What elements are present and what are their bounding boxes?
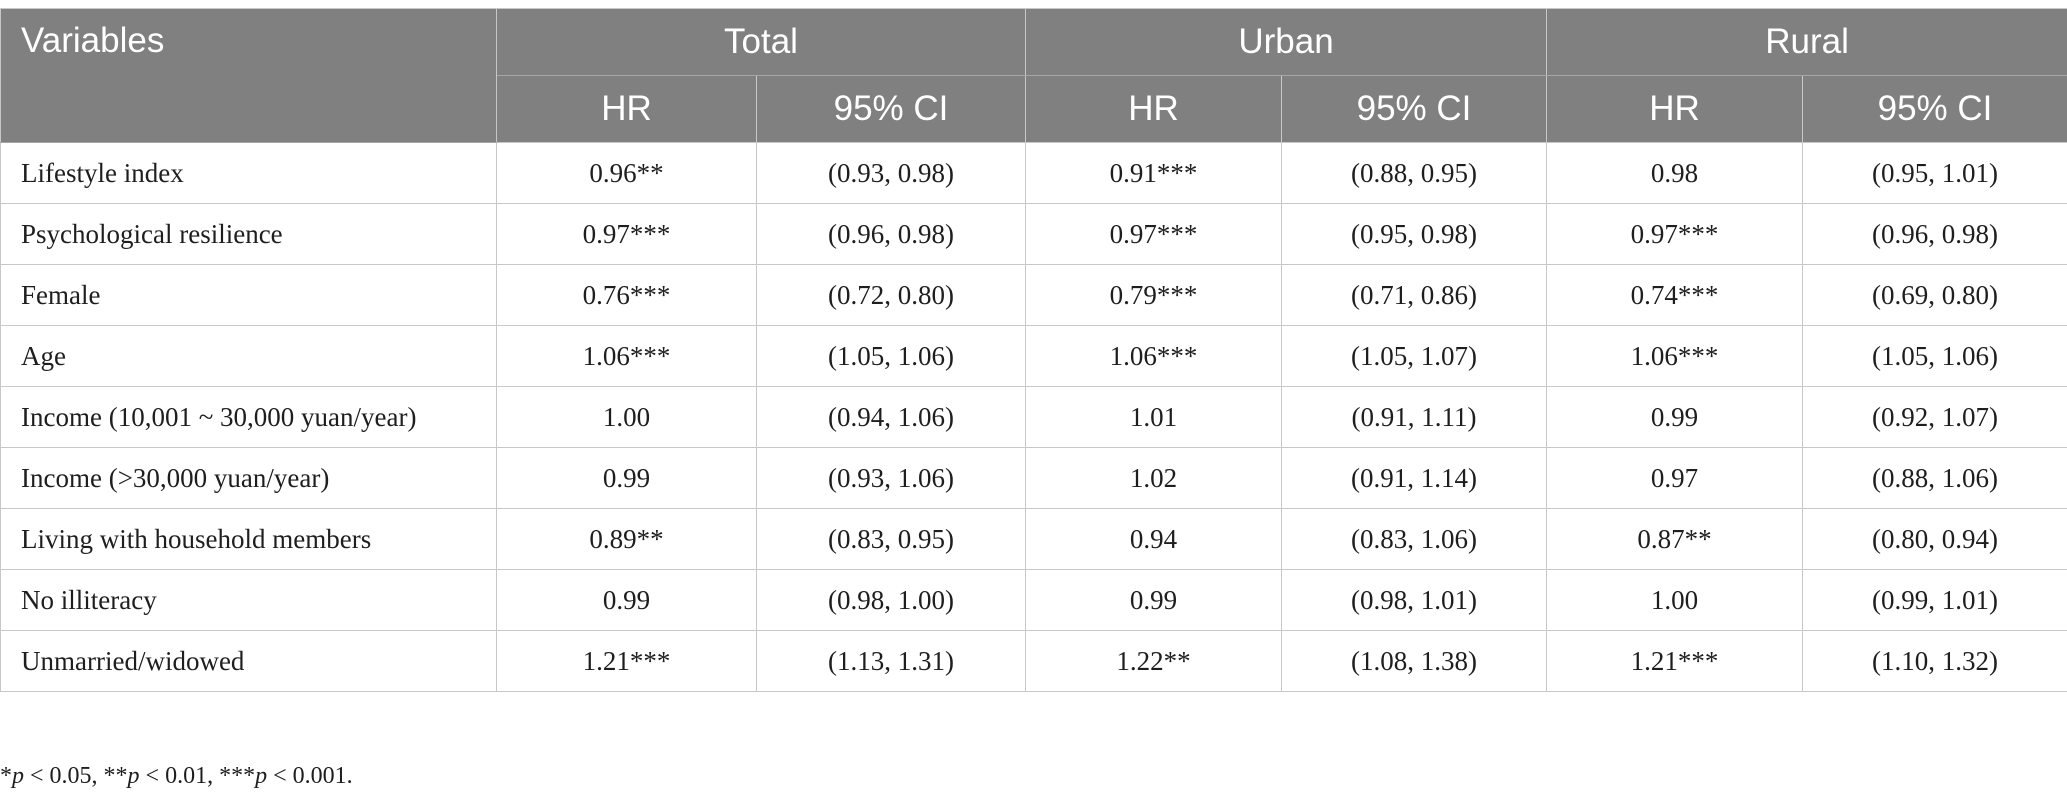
rural-ci-cell: (1.05, 1.06) xyxy=(1802,325,2067,387)
rural-hr-cell: 0.98 xyxy=(1546,142,1804,204)
table-header: Variables Total Urban Rural HR 95% CI HR… xyxy=(0,8,2067,143)
rural-ci-cell: (0.88, 1.06) xyxy=(1802,447,2067,509)
footnote-p: p xyxy=(12,763,24,789)
rural-hr-cell: 0.99 xyxy=(1546,386,1804,448)
variable-label: Age xyxy=(0,325,497,387)
urban-ci-cell: (0.83, 1.06) xyxy=(1280,508,1548,570)
urban-hr-cell: 0.91*** xyxy=(1025,142,1282,204)
total-hr-cell: 0.76*** xyxy=(496,264,757,326)
urban-ci-cell: (0.91, 1.14) xyxy=(1280,447,1548,509)
urban-hr-cell: 0.99 xyxy=(1025,569,1282,631)
hazard-ratio-table: Variables Total Urban Rural HR 95% CI HR… xyxy=(0,8,2067,692)
urban-hr-cell: 1.02 xyxy=(1025,447,1282,509)
total-ci-cell: (0.83, 0.95) xyxy=(756,508,1026,570)
group-header-urban: Urban xyxy=(1024,8,1548,76)
urban-ci-cell: (0.95, 0.98) xyxy=(1280,203,1548,265)
urban-hr-cell: 1.06*** xyxy=(1025,325,1282,387)
total-hr-cell: 1.06*** xyxy=(496,325,757,387)
urban-hr-cell: 0.97*** xyxy=(1025,203,1282,265)
table-row: Psychological resilience 0.97*** (0.96, … xyxy=(0,203,2067,265)
total-ci-cell: (0.93, 1.06) xyxy=(756,447,1026,509)
table-row: Female 0.76*** (0.72, 0.80) 0.79*** (0.7… xyxy=(0,264,2067,326)
rural-hr-header: HR xyxy=(1546,75,1804,143)
total-ci-cell: (0.98, 1.00) xyxy=(756,569,1026,631)
header-row-groups: Variables Total Urban Rural xyxy=(0,8,2067,143)
variable-label: Unmarried/widowed xyxy=(0,630,497,692)
total-hr-cell: 0.97*** xyxy=(496,203,757,265)
urban-ci-cell: (1.05, 1.07) xyxy=(1280,325,1548,387)
rural-hr-cell: 0.87** xyxy=(1546,508,1804,570)
urban-hr-header: HR xyxy=(1025,75,1282,143)
footnote-stars: ** xyxy=(103,763,128,789)
variable-label: Living with household members xyxy=(0,508,497,570)
total-ci-cell: (0.93, 0.98) xyxy=(756,142,1026,204)
rural-ci-cell: (0.95, 1.01) xyxy=(1802,142,2067,204)
footnote-p: p xyxy=(255,763,268,789)
urban-ci-header: 95% CI xyxy=(1280,75,1548,143)
variables-header: Variables xyxy=(0,8,497,143)
total-hr-cell: 1.00 xyxy=(496,386,757,448)
variable-label: Female xyxy=(0,264,497,326)
total-ci-cell: (1.05, 1.06) xyxy=(756,325,1026,387)
table-row: Income (10,001 ~ 30,000 yuan/year) 1.00 … xyxy=(0,386,2067,448)
footnote-stars: * xyxy=(0,763,12,789)
variable-label: No illiteracy xyxy=(0,569,497,631)
total-ci-cell: (1.13, 1.31) xyxy=(756,630,1026,692)
rural-ci-cell: (0.96, 0.98) xyxy=(1802,203,2067,265)
total-hr-cell: 0.99 xyxy=(496,569,757,631)
urban-ci-cell: (0.71, 0.86) xyxy=(1280,264,1548,326)
header-row-metrics: HR 95% CI HR 95% CI HR 95% CI xyxy=(1,75,2067,143)
total-ci-cell: (0.96, 0.98) xyxy=(756,203,1026,265)
urban-ci-cell: (0.88, 0.95) xyxy=(1280,142,1548,204)
urban-hr-cell: 0.94 xyxy=(1025,508,1282,570)
variable-label: Income (10,001 ~ 30,000 yuan/year) xyxy=(0,386,497,448)
table-row: No illiteracy 0.99 (0.98, 1.00) 0.99 (0.… xyxy=(0,569,2067,631)
group-header-rural: Rural xyxy=(1546,8,2067,76)
rural-hr-cell: 0.74*** xyxy=(1546,264,1804,326)
table-row: Income (>30,000 yuan/year) 0.99 (0.93, 1… xyxy=(0,447,2067,509)
rural-hr-cell: 1.21*** xyxy=(1546,630,1804,692)
table-row: Living with household members 0.89** (0.… xyxy=(0,508,2067,570)
variable-label: Lifestyle index xyxy=(0,142,497,204)
table-row: Lifestyle index 0.96** (0.93, 0.98) 0.91… xyxy=(0,142,2067,204)
total-hr-cell: 0.89** xyxy=(496,508,757,570)
rural-ci-cell: (0.92, 1.07) xyxy=(1802,386,2067,448)
rural-ci-header: 95% CI xyxy=(1802,75,2067,143)
total-hr-cell: 1.21*** xyxy=(496,630,757,692)
total-ci-header: 95% CI xyxy=(756,75,1026,143)
urban-hr-cell: 1.01 xyxy=(1025,386,1282,448)
footnote-threshold: < 0.01, xyxy=(139,763,220,789)
footnote-p: p xyxy=(127,763,140,789)
rural-hr-cell: 1.00 xyxy=(1546,569,1804,631)
urban-hr-cell: 0.79*** xyxy=(1025,264,1282,326)
table-row: Unmarried/widowed 1.21*** (1.13, 1.31) 1… xyxy=(0,630,2067,692)
rural-ci-cell: (0.99, 1.01) xyxy=(1802,569,2067,631)
variable-label: Psychological resilience xyxy=(0,203,497,265)
total-ci-cell: (0.94, 1.06) xyxy=(756,386,1026,448)
significance-footnote: *p < 0.05, **p < 0.01, ***p < 0.001. xyxy=(0,763,353,790)
total-hr-cell: 0.99 xyxy=(496,447,757,509)
group-header-total: Total xyxy=(496,8,1026,76)
footnote-threshold: < 0.05, xyxy=(24,763,104,789)
rural-ci-cell: (1.10, 1.32) xyxy=(1802,630,2067,692)
variable-label: Income (>30,000 yuan/year) xyxy=(0,447,497,509)
total-ci-cell: (0.72, 0.80) xyxy=(756,264,1026,326)
urban-ci-cell: (0.91, 1.11) xyxy=(1280,386,1548,448)
total-hr-header: HR xyxy=(496,75,757,143)
table-row: Age 1.06*** (1.05, 1.06) 1.06*** (1.05, … xyxy=(0,325,2067,387)
rural-hr-cell: 0.97 xyxy=(1546,447,1804,509)
rural-hr-cell: 1.06*** xyxy=(1546,325,1804,387)
footnote-threshold: < 0.001. xyxy=(267,763,353,789)
total-hr-cell: 0.96** xyxy=(496,142,757,204)
urban-hr-cell: 1.22** xyxy=(1025,630,1282,692)
rural-ci-cell: (0.69, 0.80) xyxy=(1802,264,2067,326)
urban-ci-cell: (1.08, 1.38) xyxy=(1280,630,1548,692)
urban-ci-cell: (0.98, 1.01) xyxy=(1280,569,1548,631)
table-body: Lifestyle index 0.96** (0.93, 0.98) 0.91… xyxy=(0,142,2067,692)
rural-hr-cell: 0.97*** xyxy=(1546,203,1804,265)
rural-ci-cell: (0.80, 0.94) xyxy=(1802,508,2067,570)
footnote-stars: *** xyxy=(219,763,256,789)
